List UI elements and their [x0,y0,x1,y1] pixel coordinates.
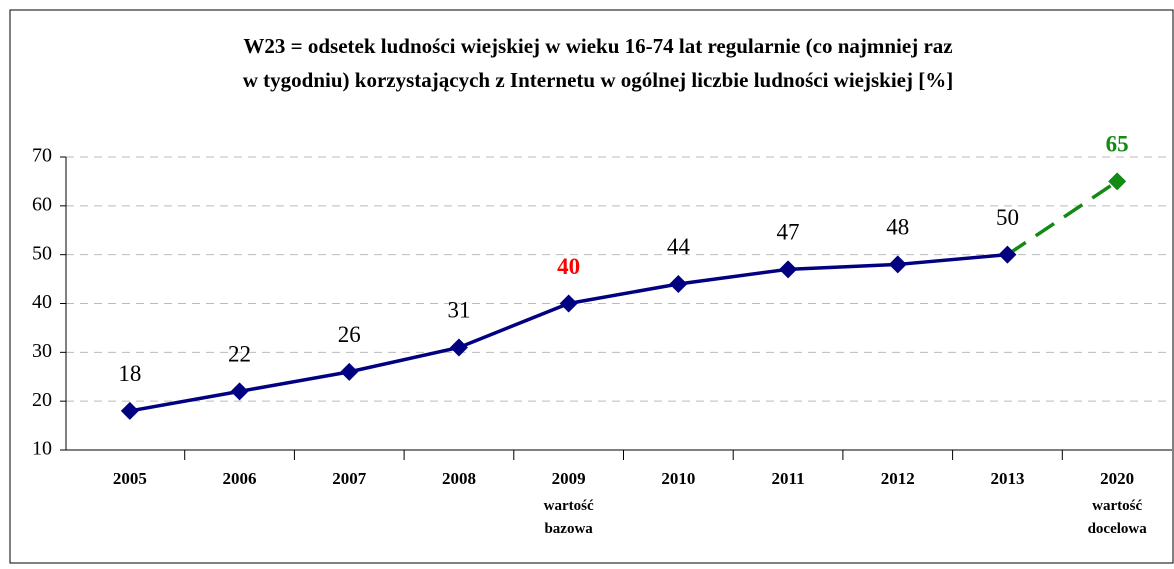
marker [340,362,359,381]
marker [230,382,249,401]
marker [779,260,798,279]
y-tick-label: 10 [32,438,52,460]
data-label: 48 [886,215,909,240]
marker [559,294,578,313]
data-label: 18 [118,361,141,386]
x-tick-label: 2012 [881,469,915,488]
target-connector [1006,179,1119,257]
x-tick-label: 2011 [772,469,805,488]
marker [669,274,688,293]
x-tick-label: 2009 [552,469,586,488]
x-tick-label: 2020 [1100,469,1134,488]
x-tick-label: 2005 [113,469,147,488]
data-label: 44 [667,234,691,259]
marker [888,255,907,274]
data-label: 26 [338,322,361,347]
x-tick-label: 2008 [442,469,476,488]
x-tick-note: wartość docelowa [1088,498,1148,537]
data-label: 40 [557,254,580,279]
y-tick-label: 60 [32,193,52,215]
chart-border [9,9,1174,564]
data-label: 65 [1106,132,1129,157]
marker [998,245,1017,264]
y-tick-label: 30 [32,340,52,362]
marker [449,338,468,357]
y-tick-label: 20 [32,389,52,411]
data-label: 31 [447,298,470,323]
data-label: 50 [996,205,1019,230]
chart-title: w tygodniu) korzystających z Internetu w… [243,68,953,92]
x-tick-label: 2010 [661,469,695,488]
y-tick-label: 70 [32,145,52,167]
chart-title: W23 = odsetek ludności wiejskiej w wieku… [243,34,952,58]
y-tick-label: 50 [32,242,52,264]
marker [120,401,139,420]
x-tick-label: 2006 [223,469,257,488]
data-label: 22 [228,342,251,367]
x-tick-label: 2007 [332,469,367,488]
data-label: 47 [777,220,800,245]
x-tick-label: 2013 [990,469,1024,488]
marker [1108,172,1127,191]
y-tick-label: 40 [32,291,52,313]
x-tick-note: wartość bazowa [544,498,594,537]
